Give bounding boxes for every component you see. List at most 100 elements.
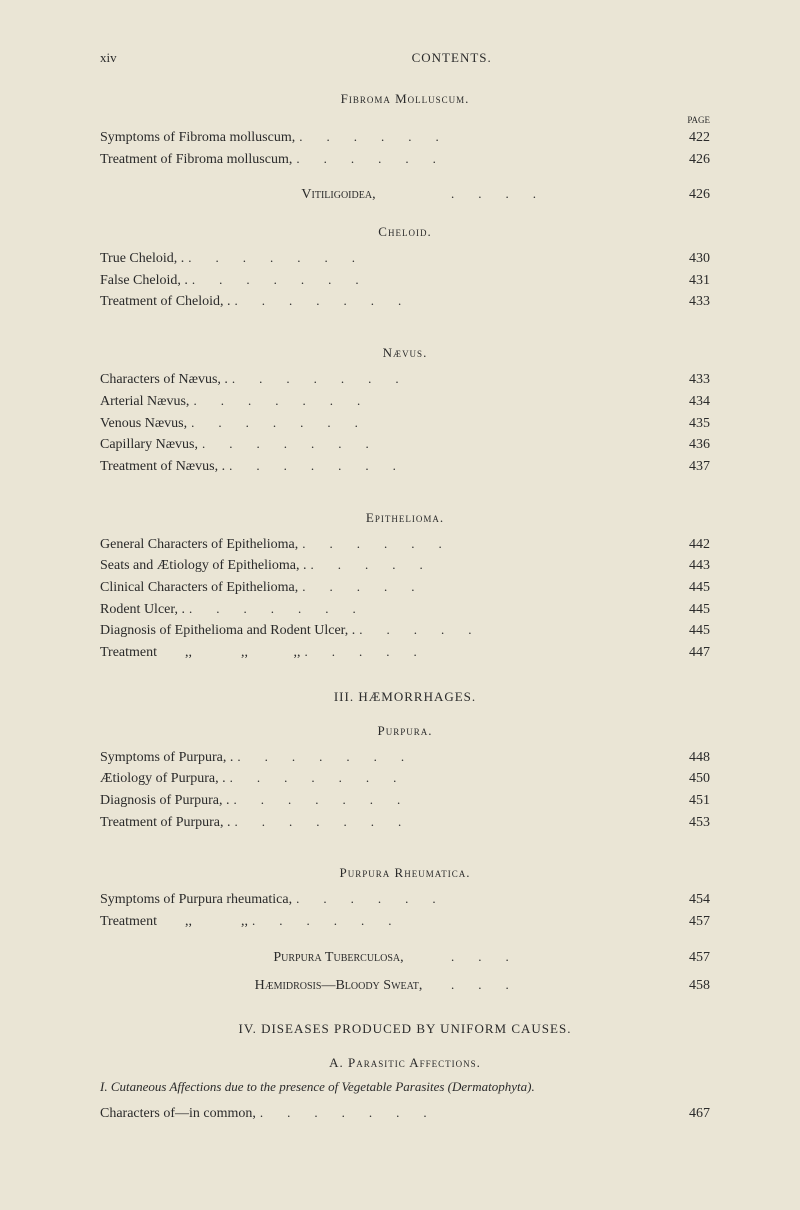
entry-page: 453 [672, 812, 710, 834]
entry-page: 426 [672, 184, 710, 206]
toc-entry: Characters of Nævus, . ....... 433 [100, 369, 710, 391]
entry-page: 431 [672, 270, 710, 292]
leader-dots: ....... [260, 1103, 668, 1123]
toc-entry: Treatment of Nævus, . ....... 437 [100, 456, 710, 478]
section-epithelioma: Epithelioma. [100, 510, 710, 526]
toc-entry: Diagnosis of Epithelioma and Rodent Ulce… [100, 620, 710, 642]
entry-page: 457 [672, 947, 710, 969]
leader-dots: ...... [296, 889, 668, 909]
entry-page: 437 [672, 456, 710, 478]
section-purpura-rheum: Purpura Rheumatica. [100, 865, 710, 881]
section-vitiligoidea: Vitiligoidea, .... 426 [100, 184, 710, 206]
entry-label: Treatment ,, ,, [100, 911, 248, 933]
section-cheloid: Cheloid. [100, 224, 710, 240]
entry-page: 445 [672, 620, 710, 642]
leader-dots: ...... [302, 534, 668, 554]
entry-label: Seats and Ætiology of Epithelioma, . [100, 555, 306, 577]
entry-label: Capillary Nævus, [100, 434, 198, 456]
entry-page: 435 [672, 413, 710, 435]
entry-label: Rodent Ulcer, . [100, 599, 185, 621]
toc-entry: Treatment of Fibroma molluscum, ...... 4… [100, 149, 710, 171]
leader-dots: ....... [230, 768, 668, 788]
toc-entry: Arterial Nævus, ....... 434 [100, 391, 710, 413]
page-container: xiv CONTENTS. Fibroma Molluscum. PAGE Sy… [0, 0, 800, 1175]
entry-label: Treatment ,, ,, ,, [100, 642, 301, 664]
section-diseases-uniform: IV. DISEASES PRODUCED BY UNIFORM CAUSES. [100, 1021, 710, 1037]
toc-entry: General Characters of Epithelioma, .....… [100, 534, 710, 556]
entry-page: 422 [672, 127, 710, 149]
toc-entry: Characters of—in common, ....... 467 [100, 1103, 710, 1125]
entry-label: Symptoms of Purpura, . [100, 747, 233, 769]
toc-entry: Treatment ,, ,, ...... 457 [100, 911, 710, 933]
header-spacer [707, 50, 710, 66]
leader-dots: ....... [232, 369, 668, 389]
leader-dots: ....... [202, 434, 668, 454]
entry-page: 447 [672, 642, 710, 664]
entry-label: Diagnosis of Purpura, . [100, 790, 230, 812]
header-row: xiv CONTENTS. [100, 50, 710, 66]
toc-entry: False Cheloid, . ....... 431 [100, 270, 710, 292]
leader-dots: ... [451, 975, 668, 995]
entry-label: Treatment of Cheloid, . [100, 291, 231, 313]
leader-dots: ...... [296, 149, 668, 169]
leader-dots: ..... [302, 577, 668, 597]
entry-label: Ætiology of Purpura, . [100, 768, 226, 790]
entry-label: Characters of Nævus, . [100, 369, 228, 391]
leader-dots: ...... [252, 911, 668, 931]
entry-page: 450 [672, 768, 710, 790]
leader-dots: .... [451, 184, 668, 204]
leader-dots: ....... [235, 812, 668, 832]
entry-page: 457 [672, 911, 710, 933]
entry-label: Symptoms of Fibroma molluscum, [100, 127, 295, 149]
leader-dots: ....... [237, 747, 668, 767]
section-title: Vitiligoidea, [230, 184, 447, 206]
entry-page: 433 [672, 291, 710, 313]
page-label: PAGE [100, 115, 710, 125]
entry-label: Characters of—in common, [100, 1103, 256, 1125]
section-haemorrhages: III. HÆMORRHAGES. [100, 689, 710, 705]
section-fibroma: Fibroma Molluscum. [100, 91, 710, 107]
leader-dots: ....... [188, 248, 668, 268]
entry-page: 458 [672, 975, 710, 997]
toc-entry: Capillary Nævus, ....... 436 [100, 434, 710, 456]
entry-label: True Cheloid, . [100, 248, 184, 270]
toc-entry: Symptoms of Purpura rheumatica, ...... 4… [100, 889, 710, 911]
toc-entry: Treatment of Cheloid, . ....... 433 [100, 291, 710, 313]
leader-dots: ....... [191, 413, 668, 433]
section-purpura: Purpura. [100, 723, 710, 739]
leader-dots: ....... [234, 790, 669, 810]
entry-page: 442 [672, 534, 710, 556]
section-title: Purpura Tuberculosa, [230, 947, 447, 969]
section-title: Hæmidrosis—Bloody Sweat, [230, 975, 447, 997]
leader-dots: ..... [359, 620, 668, 640]
entry-page: 430 [672, 248, 710, 270]
entry-page: 454 [672, 889, 710, 911]
leader-dots: ...... [299, 127, 668, 147]
toc-entry: Rodent Ulcer, . ....... 445 [100, 599, 710, 621]
leader-dots: ....... [235, 291, 668, 311]
entry-label: Venous Nævus, [100, 413, 187, 435]
leader-dots: ....... [229, 456, 668, 476]
toc-entry: Symptoms of Purpura, . ....... 448 [100, 747, 710, 769]
leader-dots: ....... [193, 391, 668, 411]
entry-label: Treatment of Fibroma molluscum, [100, 149, 292, 171]
entry-page: 426 [672, 149, 710, 171]
entry-page: 434 [672, 391, 710, 413]
header-title: CONTENTS. [412, 50, 492, 66]
entry-label: Symptoms of Purpura rheumatica, [100, 889, 292, 911]
toc-entry: True Cheloid, . ....... 430 [100, 248, 710, 270]
entry-page: 433 [672, 369, 710, 391]
italic-subheading: I. Cutaneous Affections due to the prese… [100, 1079, 710, 1095]
toc-entry: Treatment ,, ,, ,, ..... 447 [100, 642, 710, 664]
entry-page: 445 [672, 599, 710, 621]
toc-entry: Venous Nævus, ....... 435 [100, 413, 710, 435]
entry-label: Treatment of Nævus, . [100, 456, 225, 478]
entry-page: 451 [672, 790, 710, 812]
section-parasitic: A. Parasitic Affections. [100, 1055, 710, 1071]
toc-entry: Treatment of Purpura, . ....... 453 [100, 812, 710, 834]
entry-label: Diagnosis of Epithelioma and Rodent Ulce… [100, 620, 355, 642]
section-haemidrosis: Hæmidrosis—Bloody Sweat, ... 458 [100, 975, 710, 997]
toc-entry: Symptoms of Fibroma molluscum, ...... 42… [100, 127, 710, 149]
entry-label: Arterial Nævus, [100, 391, 189, 413]
entry-label: Clinical Characters of Epithelioma, [100, 577, 298, 599]
